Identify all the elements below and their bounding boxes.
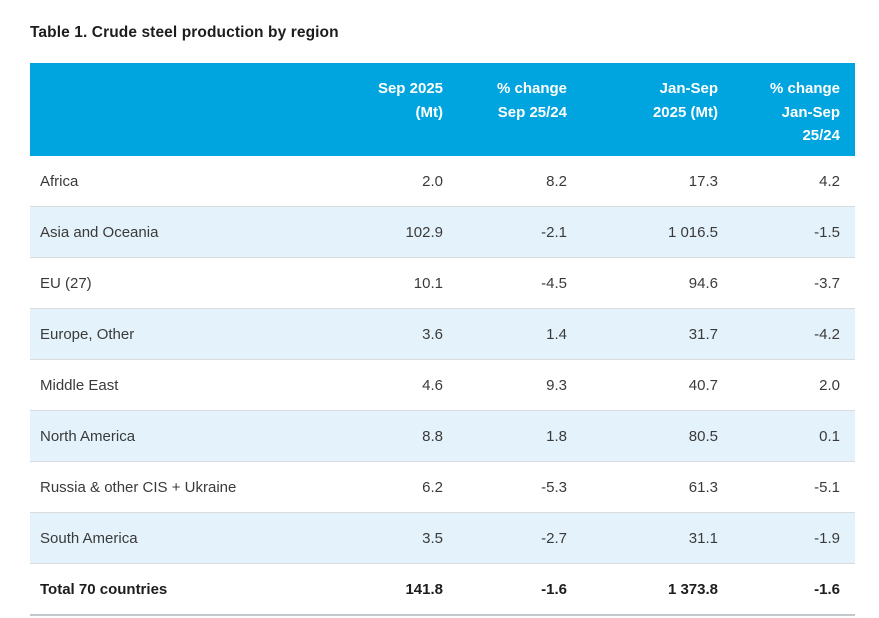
- cell-pct-change-jan-sep: -3.7: [733, 257, 855, 309]
- cell-sep-2025: 3.6: [330, 308, 458, 360]
- table-row-total: Total 70 countries 141.8 -1.6 1 373.8 -1…: [30, 563, 855, 616]
- cell-total-jan-sep-2025: 1 373.8: [582, 563, 733, 616]
- cell-sep-2025: 6.2: [330, 461, 458, 513]
- cell-pct-change-sep: -2.1: [458, 206, 582, 258]
- cell-region: Europe, Other: [30, 308, 330, 360]
- cell-total-label: Total 70 countries: [30, 563, 330, 616]
- cell-region: South America: [30, 512, 330, 564]
- table-row-russia-cis-ukraine: Russia & other CIS + Ukraine 6.2 -5.3 61…: [30, 461, 855, 513]
- cell-pct-change-sep: -2.7: [458, 512, 582, 564]
- cell-pct-change-sep: 1.8: [458, 410, 582, 462]
- table-row-eu-27: EU (27) 10.1 -4.5 94.6 -3.7: [30, 257, 855, 309]
- header-row: Sep 2025 (Mt) % change Sep 25/24 Jan-Sep…: [30, 63, 855, 156]
- cell-region: Russia & other CIS + Ukraine: [30, 461, 330, 513]
- header-jan-sep-2025: Jan-Sep 2025 (Mt): [582, 63, 733, 156]
- cell-sep-2025: 102.9: [330, 206, 458, 258]
- table-row-africa: Africa 2.0 8.2 17.3 4.2: [30, 156, 855, 207]
- cell-pct-change-jan-sep: -1.9: [733, 512, 855, 564]
- crude-steel-production-table: Sep 2025 (Mt) % change Sep 25/24 Jan-Sep…: [30, 63, 855, 616]
- cell-pct-change-jan-sep: -1.5: [733, 206, 855, 258]
- cell-jan-sep-2025: 94.6: [582, 257, 733, 309]
- cell-jan-sep-2025: 61.3: [582, 461, 733, 513]
- table-row-europe-other: Europe, Other 3.6 1.4 31.7 -4.2: [30, 308, 855, 360]
- table-row-north-america: North America 8.8 1.8 80.5 0.1: [30, 410, 855, 462]
- cell-pct-change-jan-sep: -5.1: [733, 461, 855, 513]
- cell-region: North America: [30, 410, 330, 462]
- cell-total-pct-change-sep: -1.6: [458, 563, 582, 616]
- header-pct-change-jan-sep: % change Jan-Sep 25/24: [733, 63, 855, 156]
- cell-region: Middle East: [30, 359, 330, 411]
- cell-sep-2025: 8.8: [330, 410, 458, 462]
- page-title: Table 1. Crude steel production by regio…: [30, 24, 339, 41]
- table-header: Sep 2025 (Mt) % change Sep 25/24 Jan-Sep…: [30, 63, 855, 156]
- cell-jan-sep-2025: 17.3: [582, 156, 733, 207]
- cell-pct-change-sep: -4.5: [458, 257, 582, 309]
- table-row-south-america: South America 3.5 -2.7 31.1 -1.9: [30, 512, 855, 564]
- cell-sep-2025: 4.6: [330, 359, 458, 411]
- header-pct-change-sep: % change Sep 25/24: [458, 63, 582, 156]
- cell-total-sep-2025: 141.8: [330, 563, 458, 616]
- cell-jan-sep-2025: 31.1: [582, 512, 733, 564]
- cell-jan-sep-2025: 80.5: [582, 410, 733, 462]
- cell-jan-sep-2025: 31.7: [582, 308, 733, 360]
- cell-jan-sep-2025: 1 016.5: [582, 206, 733, 258]
- cell-sep-2025: 3.5: [330, 512, 458, 564]
- cell-region: Africa: [30, 156, 330, 207]
- cell-region: EU (27): [30, 257, 330, 309]
- table-row-middle-east: Middle East 4.6 9.3 40.7 2.0: [30, 359, 855, 411]
- cell-pct-change-jan-sep: -4.2: [733, 308, 855, 360]
- cell-sep-2025: 10.1: [330, 257, 458, 309]
- table-body: Africa 2.0 8.2 17.3 4.2 Asia and Oceania…: [30, 156, 855, 616]
- cell-pct-change-sep: -5.3: [458, 461, 582, 513]
- header-region: [30, 63, 330, 156]
- cell-pct-change-jan-sep: 4.2: [733, 156, 855, 207]
- header-sep-2025: Sep 2025 (Mt): [330, 63, 458, 156]
- table-row-asia-and-oceania: Asia and Oceania 102.9 -2.1 1 016.5 -1.5: [30, 206, 855, 258]
- cell-pct-change-sep: 9.3: [458, 359, 582, 411]
- cell-pct-change-jan-sep: 0.1: [733, 410, 855, 462]
- cell-pct-change-sep: 1.4: [458, 308, 582, 360]
- cell-jan-sep-2025: 40.7: [582, 359, 733, 411]
- cell-pct-change-jan-sep: 2.0: [733, 359, 855, 411]
- cell-total-pct-change-jan-sep: -1.6: [733, 563, 855, 616]
- cell-pct-change-sep: 8.2: [458, 156, 582, 207]
- cell-sep-2025: 2.0: [330, 156, 458, 207]
- cell-region: Asia and Oceania: [30, 206, 330, 258]
